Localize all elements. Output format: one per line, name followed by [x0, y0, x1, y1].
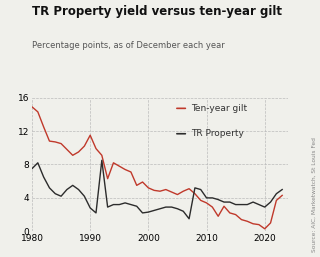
Text: Percentage points, as of December each year: Percentage points, as of December each y…: [32, 41, 225, 50]
Text: Source: AIC, Marketwatch, St Louis Fed: Source: AIC, Marketwatch, St Louis Fed: [312, 137, 317, 252]
Text: TR Property yield versus ten-year gilt: TR Property yield versus ten-year gilt: [32, 5, 282, 18]
Text: TR Property: TR Property: [191, 129, 244, 138]
Text: Ten-year gilt: Ten-year gilt: [191, 104, 247, 113]
